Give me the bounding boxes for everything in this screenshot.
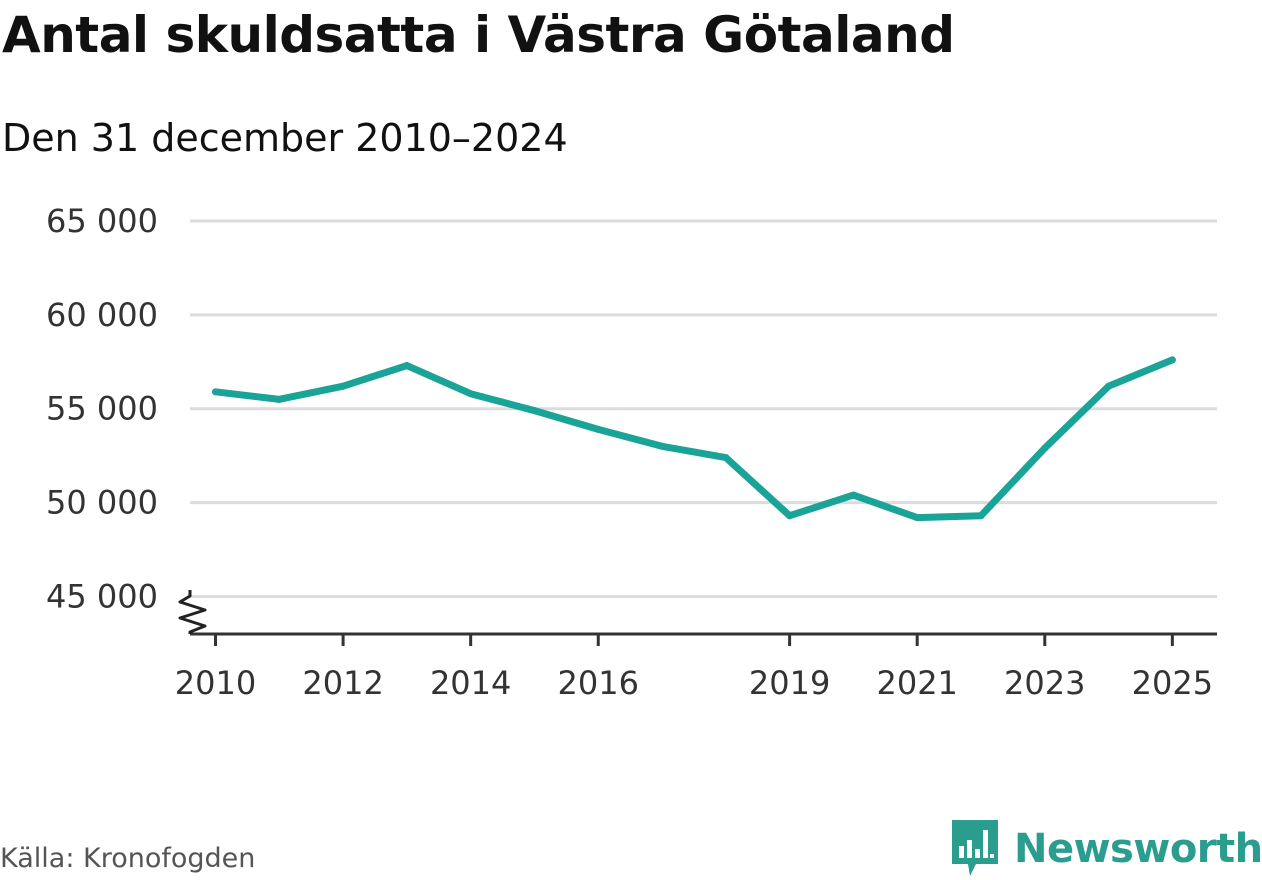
series-line [212,356,1176,522]
data-point [212,388,220,396]
x-tick-label: 2025 [1132,664,1213,702]
x-tick-label: 2012 [302,664,383,702]
y-tick-label: 45 000 [46,577,158,615]
y-tick-label: 65 000 [46,202,158,240]
data-point [786,512,794,520]
x-axis-labels: 2010 2012 2014 2016 2019 2021 2023 2025 [175,664,1213,702]
data-point [658,442,666,450]
series-layer [212,356,1176,522]
x-axis [178,590,1217,646]
data-point [1105,382,1113,390]
x-tick-label: 2023 [1004,664,1085,702]
y-tick-label: 60 000 [46,296,158,334]
axis-break-zigzag [178,590,207,634]
x-tick-label: 2014 [430,664,511,702]
data-point [722,454,730,462]
data-point [849,491,857,499]
data-point [1041,444,1049,452]
data-point [339,382,347,390]
chart-subtitle: Den 31 december 2010–2024 [2,116,568,160]
x-tick-label: 2010 [175,664,256,702]
y-tick-label: 50 000 [46,484,158,522]
brand-name: Newsworthy [1014,826,1262,872]
x-tick-label: 2019 [749,664,830,702]
data-point [530,407,538,415]
data-point [275,395,283,403]
bar-chart-speech-icon [952,820,998,876]
y-tick-label: 55 000 [46,390,158,428]
grid-lines [190,219,1217,598]
data-point [467,390,475,398]
y-axis-labels: 45 000 50 000 55 000 60 000 65 000 [46,202,158,615]
x-tick-label: 2016 [558,664,639,702]
data-point [977,512,985,520]
data-point [913,514,921,522]
source-note: Källa: Kronofogden [0,843,256,874]
brand-logo: Newsworthy [950,818,1262,880]
data-point [1168,356,1176,364]
data-point [403,362,411,370]
x-tick-label: 2021 [876,664,957,702]
chart-title: Antal skuldsatta i Västra Götaland [2,6,955,64]
data-point [594,425,602,433]
